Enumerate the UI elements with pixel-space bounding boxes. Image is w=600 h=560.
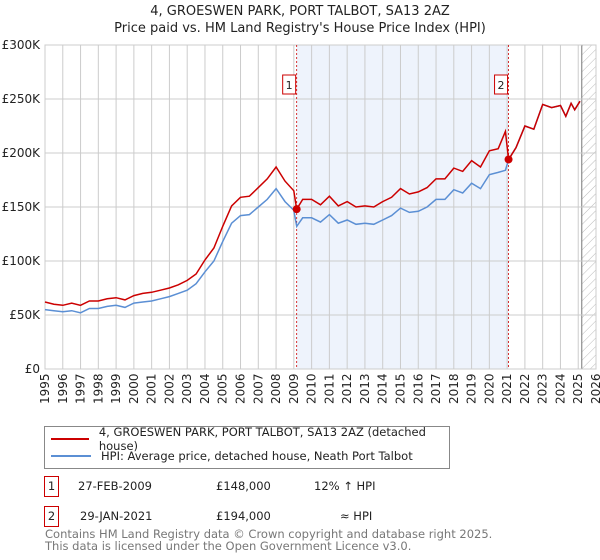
x-tick-label: 2004 [198,373,212,404]
x-tick-label: 2020 [482,373,496,404]
chart-subtitle: Price paid vs. HM Land Registry's House … [114,21,486,36]
x-tick-label: 2013 [358,373,372,404]
y-tick-label: £0 [25,362,40,376]
sale-date: 29-JAN-2021 [80,509,153,523]
legend: 4, GROESWEN PARK, PORT TALBOT, SA13 2AZ … [44,425,450,469]
sale-label-box [282,74,297,95]
footer-line: Contains HM Land Registry data © Crown c… [45,527,493,541]
x-tick-label: 2016 [411,373,425,404]
x-tick-label: 2006 [234,373,248,404]
x-tick-label: 2008 [269,373,283,404]
sale-label-box [494,74,509,95]
price-chart: 1995 1996 1997 1998 1999 2000 2001 2002 2003 2004… [2,38,600,404]
x-tick-label: 2018 [447,373,461,404]
x-tick-label: 2000 [127,373,141,404]
sale-label: 2 [498,79,505,92]
sale-label: 1 [286,79,293,92]
x-tick-label: 2017 [429,373,443,404]
x-tick-label: 2023 [536,373,550,404]
x-tick-label: 2024 [553,373,567,404]
x-tick-label: 1999 [109,373,123,404]
x-tick-label: 1998 [91,373,105,404]
legend-property-label: 4, GROESWEN PARK, PORT TALBOT, SA13 2AZ … [98,425,426,453]
x-tick-label: 2025 [571,373,585,404]
x-tick-label: 2010 [305,373,319,404]
x-tick-label: 2001 [145,373,159,404]
footer: Contains HM Land Registry data © Crown c… [45,528,492,552]
legend-hpi-swatch [51,455,91,457]
legend-property: 4, GROESWEN PARK, PORT TALBOT, SA13 2AZ … [51,425,449,453]
x-tick-label: 2015 [393,373,407,404]
x-tick-label: 2002 [162,373,176,404]
sale-badge: 1 [44,476,59,497]
x-tick-label: 2009 [287,373,301,404]
sale-price: £148,000 [216,479,271,493]
sale-hpi-relation: ≈ HPI [340,509,373,523]
y-tick-label: £250K [2,92,42,106]
sale-point [504,155,513,164]
x-tick-label: 2026 [589,373,600,404]
sale-badge: 2 [44,506,59,527]
legend-property-swatch [51,438,89,440]
x-tick-label: 2011 [322,373,336,404]
x-tick-label: 2014 [376,373,390,404]
x-tick-label: 2005 [216,373,230,404]
y-tick-label: £50K [9,308,41,322]
x-tick-label: 2019 [465,373,479,404]
x-tick-label: 1997 [74,373,88,404]
x-tick-label: 2022 [518,373,532,404]
x-tick-label: 2003 [180,373,194,404]
footer-line: This data is licensed under the Open Gov… [45,539,412,553]
x-tick-label: 1996 [56,373,70,404]
x-tick-label: 2021 [500,373,514,404]
x-tick-label: 1995 [38,373,52,404]
sale-point [292,205,301,214]
y-tick-label: £300K [2,38,42,52]
x-tick-label: 2012 [340,373,354,404]
chart-title: 4, GROESWEN PARK, PORT TALBOT, SA13 2AZ [150,4,450,19]
y-tick-label: £200K [2,146,42,160]
sale-date: 27-FEB-2009 [78,479,152,493]
legend-hpi-label: HPI: Average price, detached house, Neat… [101,449,413,463]
x-tick-label: 2007 [251,373,265,404]
plot-frame [44,44,597,370]
sale-price: £194,000 [216,509,271,523]
hpi-line [44,100,581,314]
y-tick-label: £100K [2,254,42,268]
legend-hpi: HPI: Average price, detached house, Neat… [51,448,413,464]
y-tick-label: £150K [2,200,42,214]
property-line [44,100,581,307]
sale-hpi-relation: 12% ↑ HPI [314,479,376,493]
